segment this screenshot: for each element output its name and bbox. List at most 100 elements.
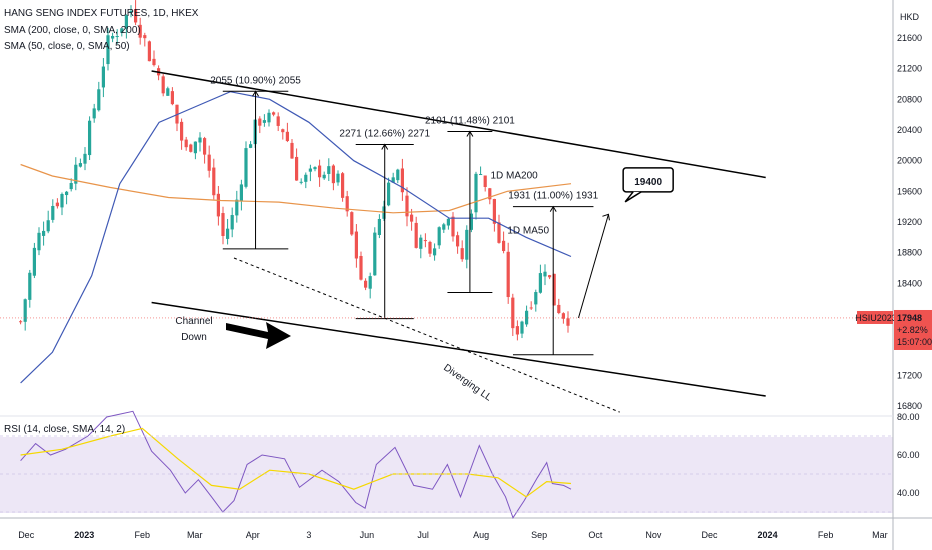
candle-body	[543, 271, 547, 277]
candle-body	[345, 196, 349, 212]
candle-body	[18, 321, 23, 323]
x-tick-label: Nov	[645, 530, 662, 540]
price-tag-bg	[894, 309, 932, 350]
candle-body	[230, 215, 234, 230]
sma50-legend[interactable]: SMA (50, close, 0, SMA, 50)	[4, 41, 130, 52]
candle-body	[193, 141, 197, 154]
ma200-line	[20, 163, 572, 214]
candle-body	[322, 174, 326, 179]
candle-body	[189, 144, 193, 152]
candle-body	[69, 183, 73, 190]
candle-body	[262, 120, 266, 123]
x-tick-label: Mar	[187, 530, 203, 540]
candle-body	[74, 164, 78, 184]
y-tick-label: 18400	[897, 278, 922, 288]
range-arrow-head	[466, 130, 474, 137]
candle-body	[152, 58, 156, 66]
y-tick-label: 19200	[897, 217, 922, 227]
candle-body	[239, 184, 243, 201]
candle-body	[198, 137, 202, 143]
candle-body	[221, 213, 225, 237]
candle-body	[414, 222, 418, 248]
candle-body	[244, 148, 248, 187]
candle-body	[78, 163, 82, 167]
candle-body	[32, 247, 36, 276]
candle-body	[423, 240, 427, 242]
candle-body	[235, 199, 239, 216]
symbol-tag: HSIU2023	[855, 313, 897, 323]
candle-body	[110, 35, 115, 39]
candle-body	[474, 173, 478, 213]
channel-annotation-2: Down	[181, 332, 207, 343]
candle-body	[161, 76, 165, 94]
candle-body	[207, 154, 211, 171]
x-tick-label: Oct	[588, 530, 603, 540]
target-callout-tail	[624, 191, 642, 203]
y-tick-label: 21600	[897, 33, 922, 43]
candle-body	[336, 173, 340, 183]
candle-body	[501, 240, 506, 252]
price-tag-change: +2.82%	[897, 325, 928, 335]
candle-body	[405, 195, 409, 217]
x-tick-label: Jul	[417, 530, 429, 540]
candle-body	[248, 144, 253, 148]
candle-body	[359, 255, 363, 280]
candle-body	[179, 121, 184, 141]
candle-body	[566, 318, 570, 326]
candle-body	[166, 88, 170, 96]
chart-title: HANG SENG INDEX FUTURES, 1D, HKEX	[4, 8, 199, 19]
y-tick-label: 20800	[897, 94, 922, 104]
candle-body	[437, 227, 441, 246]
candle-body	[363, 280, 368, 288]
candle-body	[276, 116, 280, 126]
candle-body	[101, 66, 105, 88]
range-arrow-head	[381, 143, 389, 150]
range-arrow-head	[549, 205, 557, 212]
projection-arrow-head	[602, 213, 610, 221]
candle-body	[23, 299, 27, 322]
candle-body	[294, 156, 299, 181]
x-tick-label: Feb	[818, 530, 834, 540]
candle-body	[524, 310, 529, 325]
candle-body	[138, 24, 142, 38]
candle-body	[478, 174, 483, 176]
candle-body	[41, 230, 46, 236]
y-tick-label: 21200	[897, 64, 922, 74]
candle-body	[202, 138, 207, 155]
price-tag-value: 17948	[897, 313, 922, 323]
candle-body	[106, 35, 110, 65]
range-label: 2101 (11.48%) 2101	[425, 115, 515, 126]
candle-body	[386, 182, 391, 206]
candle-body	[419, 237, 423, 249]
candle-body	[46, 220, 50, 232]
x-tick-label: 2023	[74, 530, 94, 540]
x-tick-label: Sep	[531, 530, 547, 540]
y-tick-label: 19600	[897, 186, 922, 196]
candle-body	[529, 307, 533, 309]
candle-body	[442, 224, 446, 230]
channel-lower-line	[151, 301, 766, 397]
rsi-line	[20, 410, 572, 519]
candle-body	[143, 35, 147, 39]
rsi-tick-label: 60.00	[897, 450, 920, 460]
candle-body	[520, 321, 524, 334]
x-tick-label: Apr	[246, 530, 260, 540]
candle-body	[552, 273, 556, 306]
candle-body	[64, 191, 69, 196]
x-tick-label: Jun	[360, 530, 375, 540]
candle-body	[409, 214, 414, 222]
candle-body	[51, 205, 55, 220]
candle-body	[304, 174, 308, 182]
candle-body	[340, 173, 345, 198]
rsi-legend[interactable]: RSI (14, close, SMA, 14, 2)	[4, 424, 126, 435]
candle-body	[432, 248, 437, 256]
y-tick-label: 17200	[897, 370, 922, 380]
candle-body	[267, 112, 271, 123]
y-tick-label: 18800	[897, 248, 922, 258]
candle-body	[92, 108, 96, 119]
sma200-legend[interactable]: SMA (200, close, 0, SMA, 200)	[4, 25, 141, 36]
candle-body	[506, 251, 510, 298]
diverging-annotation: Diverging LL	[441, 362, 494, 403]
candle-body	[547, 275, 552, 278]
